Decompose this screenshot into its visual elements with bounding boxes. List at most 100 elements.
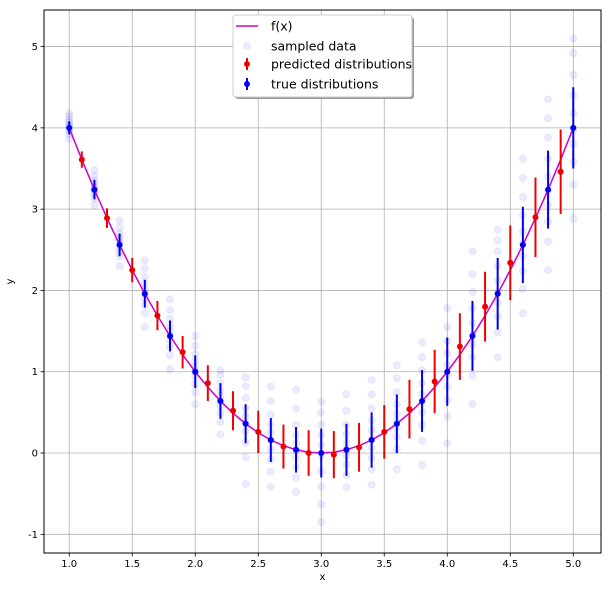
sampled-data-point [443, 412, 452, 421]
sampled-data-point [90, 171, 99, 180]
true-point [494, 290, 501, 297]
sampled-data-point [367, 390, 376, 399]
sampled-data-point [266, 467, 275, 476]
sampled-data-point [90, 166, 99, 175]
true-point [343, 446, 350, 453]
sampled-data-point [493, 352, 502, 362]
sampled-data-point [241, 373, 250, 382]
sampled-data-point [241, 382, 250, 391]
sampled-data-point [140, 322, 149, 332]
predicted-point [154, 312, 161, 319]
true-point [570, 124, 577, 131]
predicted-point [78, 156, 85, 163]
predicted-point [255, 428, 262, 435]
sampled-data-point [317, 518, 326, 527]
true-point [192, 368, 199, 375]
sampled-data-point [518, 284, 527, 293]
y-tick-label: 5 [32, 42, 38, 53]
sampled-data-point [569, 70, 578, 80]
sampled-data-point [367, 404, 376, 413]
y-axis-label: y [5, 278, 16, 284]
sampled-data-point [342, 406, 351, 415]
sampled-data-point [569, 214, 578, 224]
sampled-data-point [543, 133, 553, 142]
sampled-data-point [266, 396, 275, 406]
sampled-data-point [115, 216, 124, 225]
true-point [267, 437, 274, 444]
distribution-errorbars [66, 87, 577, 479]
sampled-data-point [317, 420, 326, 429]
sampled-data-point [468, 287, 477, 297]
legend-predicted-point-handle [244, 61, 250, 67]
y-tick-label: 4 [32, 123, 38, 134]
sampled-data-point [65, 109, 74, 118]
sampled-data-point [191, 331, 200, 341]
x-axis-label: x [320, 572, 326, 583]
sampled-data-point [291, 473, 301, 482]
sampled-data-point [569, 180, 578, 189]
predicted-point [456, 343, 463, 350]
sampled-data-point [342, 390, 351, 399]
sampled-data-point [241, 479, 250, 489]
sampled-data-point [216, 366, 225, 375]
sampled-data-point [266, 483, 275, 492]
sampled-data-point [468, 270, 477, 279]
sampled-data-point [140, 272, 149, 281]
sampled-data-point [65, 135, 74, 144]
y-tick-label: 2 [32, 286, 38, 297]
legend-label: f(x) [271, 19, 293, 34]
sampled-data-point [417, 338, 427, 347]
true-point [217, 397, 224, 404]
x-tick-label: 1.5 [124, 559, 140, 570]
axis-ticks: 1.0 1.5 2.0 2.5 3.0 3.5 4.0 4.5 5.0 -1 0 1 2 3 4 5 [28, 42, 581, 570]
sampled-data-point [543, 237, 553, 246]
y-tick-label: -1 [28, 530, 38, 541]
true-point [318, 450, 325, 457]
legend: f(x) sampled data predicted distributions t… [232, 14, 414, 99]
sampled-data-point [443, 322, 452, 332]
y-tick-label: 0 [32, 449, 38, 460]
legend-box [232, 14, 413, 98]
sampled-data-point [291, 404, 301, 413]
sampled-data-point [115, 223, 124, 232]
true-point [116, 241, 123, 248]
sampled-data-point [392, 465, 401, 474]
sampled-data-point [140, 264, 149, 273]
sampled-data-point [291, 487, 301, 497]
legend-true-point-handle [244, 81, 250, 87]
sampled-data-point [140, 256, 149, 265]
predicted-point [129, 267, 136, 274]
predicted-point [406, 406, 413, 413]
legend-entries: f(x) sampled data predicted distributions t… [236, 19, 412, 92]
predicted-point [431, 378, 438, 385]
sampled-data-point [392, 361, 401, 370]
legend-label: sampled data [271, 39, 357, 54]
true-point [242, 420, 249, 427]
predicted-point [204, 380, 211, 387]
sampled-data-point [165, 365, 175, 374]
predicted-point [230, 407, 237, 414]
sampled-data-point [165, 305, 175, 315]
predicted-point [507, 259, 514, 266]
true-point [167, 332, 174, 339]
predicted-point [280, 443, 287, 450]
sampled-data-point [417, 436, 427, 445]
true-point [91, 186, 98, 193]
sampled-data-point [443, 304, 452, 313]
sampled-data-point [468, 400, 477, 409]
sampled-data-point [241, 393, 250, 402]
sampled-data-point [115, 261, 124, 271]
sampled-data-point [165, 295, 175, 304]
sampled-data-point [543, 95, 553, 104]
x-tick-label: 2.0 [187, 559, 203, 570]
predicted-point [532, 214, 539, 221]
sampled-data-point [191, 387, 200, 397]
true-point [393, 420, 400, 427]
predicted-point [482, 303, 489, 310]
predicted-point [557, 168, 564, 175]
axes-frame [43, 9, 602, 554]
true-point [368, 437, 375, 444]
y-tick-label: 1 [32, 367, 38, 378]
